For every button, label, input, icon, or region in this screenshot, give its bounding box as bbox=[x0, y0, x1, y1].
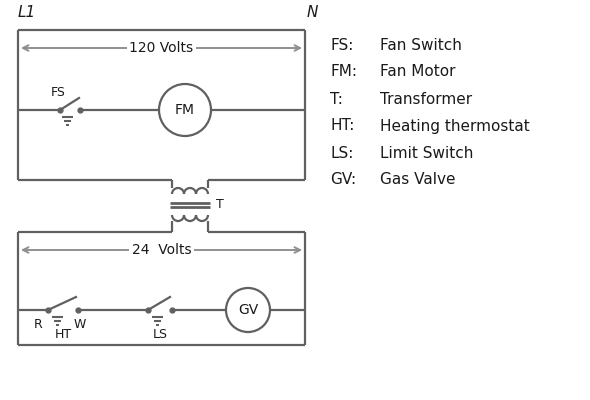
Text: Fan Switch: Fan Switch bbox=[380, 38, 462, 52]
Text: 24  Volts: 24 Volts bbox=[132, 243, 191, 257]
Text: FM: FM bbox=[175, 103, 195, 117]
Text: HT: HT bbox=[54, 328, 71, 342]
Text: Fan Motor: Fan Motor bbox=[380, 64, 455, 80]
Text: 120 Volts: 120 Volts bbox=[129, 41, 194, 55]
Text: T:: T: bbox=[330, 92, 343, 106]
Text: Limit Switch: Limit Switch bbox=[380, 146, 473, 160]
Text: R: R bbox=[34, 318, 42, 332]
Text: FS:: FS: bbox=[330, 38, 353, 52]
Text: Transformer: Transformer bbox=[380, 92, 472, 106]
Text: L1: L1 bbox=[18, 5, 36, 20]
Text: FM:: FM: bbox=[330, 64, 357, 80]
Text: GV: GV bbox=[238, 303, 258, 317]
Text: Heating thermostat: Heating thermostat bbox=[380, 118, 530, 134]
Text: W: W bbox=[74, 318, 86, 332]
Text: LS:: LS: bbox=[330, 146, 353, 160]
Text: N: N bbox=[307, 5, 319, 20]
Text: T: T bbox=[216, 198, 224, 212]
Text: LS: LS bbox=[152, 328, 168, 342]
Text: FS: FS bbox=[51, 86, 65, 98]
Text: HT:: HT: bbox=[330, 118, 355, 134]
Text: Gas Valve: Gas Valve bbox=[380, 172, 455, 188]
Text: GV:: GV: bbox=[330, 172, 356, 188]
